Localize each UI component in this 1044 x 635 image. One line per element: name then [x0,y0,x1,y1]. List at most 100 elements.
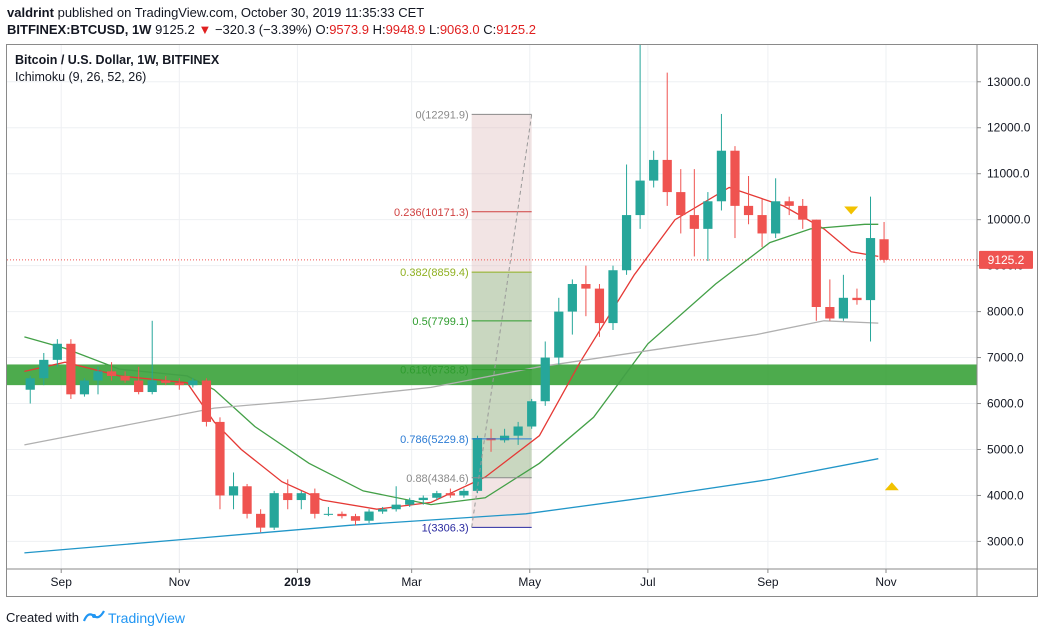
series-line-kijun [24,223,879,506]
candle-body [798,205,808,220]
candle [798,198,808,229]
author-name[interactable]: valdrint [7,5,54,20]
candle [472,435,483,494]
candle [161,375,171,386]
price-chart[interactable]: 0(12291.9) 0.236(10171.3) 0.382(8859.4) 0.5… [7,45,1037,596]
candle-body [621,215,632,271]
candle [838,274,849,321]
candle-body [554,311,564,358]
y-tick-label: 6000.0 [987,397,1024,411]
candle [527,398,537,429]
candle-body [689,215,699,229]
candle [269,490,279,530]
candle-body [730,150,740,206]
candle-body [405,500,415,505]
candle [513,421,523,445]
candle-body [852,297,862,301]
x-tick-label: May [518,575,541,589]
series-line-ma_white [24,320,879,446]
candle-body [716,150,727,202]
candle-body [825,307,835,319]
candle [567,279,577,335]
marker-triangle-down [844,206,859,215]
candle [499,428,510,443]
y-tick-label: 11000.0 [987,167,1030,181]
y-tick-label: 10000.0 [987,213,1031,227]
low-value: 9063.0 [439,22,480,37]
candle-body [228,486,239,496]
candle [811,219,821,321]
candle [608,265,618,330]
candle-body [323,513,334,515]
candle-body [757,215,767,234]
x-tick-label: Jul [640,575,655,589]
candle [445,488,455,498]
candle [757,198,767,248]
candle-body [540,357,550,402]
candle [215,417,225,510]
fib-level-label: 0.786(5229.8) [400,434,469,446]
candle-body [418,497,428,501]
price-tag [979,250,1033,269]
down-arrow-icon: ▼ [198,22,212,37]
candle [391,486,401,512]
candle [581,265,591,317]
candle-body [93,371,103,381]
x-tick-label: Nov [169,575,190,589]
candle-body [432,493,442,498]
tradingview-brand[interactable]: TradingView [107,609,186,626]
candle-body [174,382,184,386]
candle [662,72,672,206]
candle [635,45,645,229]
candle [689,169,699,257]
candle-body [215,421,225,496]
candles-layer [25,45,889,533]
candle [405,497,415,507]
candle-body [608,270,618,324]
candle [459,488,469,498]
candle-body [703,201,713,229]
candle [594,284,605,337]
candle-body [838,297,849,319]
fib-level-label: 0.382(8859.4) [400,267,469,279]
candle [39,352,49,386]
candle-body [188,380,198,386]
grid-layer [7,45,977,569]
candle [771,178,781,239]
price-change: −320.3 (−3.39%) [214,22,312,37]
candle [323,506,334,517]
candle-body [771,201,781,234]
chart-title: Bitcoin / U.S. Dollar, 1W, BITFINEX [15,53,220,67]
candle-body [25,378,35,390]
candle [147,320,157,395]
marker-triangle-up [884,482,899,491]
candle [134,366,144,395]
candle-body [513,426,523,436]
publish-info: published on TradingView.com, October 30… [57,5,425,20]
candle [337,511,347,519]
candle-body [743,205,754,216]
candle [554,297,564,365]
candle [621,164,632,275]
x-tick-label: Nov [875,575,896,589]
symbol-label: BITFINEX:BTCUSD, 1W [7,22,152,37]
candle-body [52,343,62,360]
candle-body [134,380,144,393]
candle-body [567,284,577,312]
candle [676,169,686,234]
candle-body [310,493,320,514]
candle [283,479,293,510]
candle-body [649,159,659,181]
candle [418,495,428,505]
candle [852,288,862,305]
close-label: C: [483,22,497,37]
y-tick-label: 12000.0 [987,121,1031,135]
fib-layer: 0(12291.9) 0.236(10171.3) 0.382(8859.4) 0.5… [394,109,899,534]
candle-body [242,486,252,514]
high-value: 9948.9 [385,22,426,37]
candle [432,490,442,501]
candle-body [662,159,672,193]
low-label: L: [428,22,440,37]
candle [825,279,835,321]
y-tick-label: 4000.0 [987,488,1024,502]
